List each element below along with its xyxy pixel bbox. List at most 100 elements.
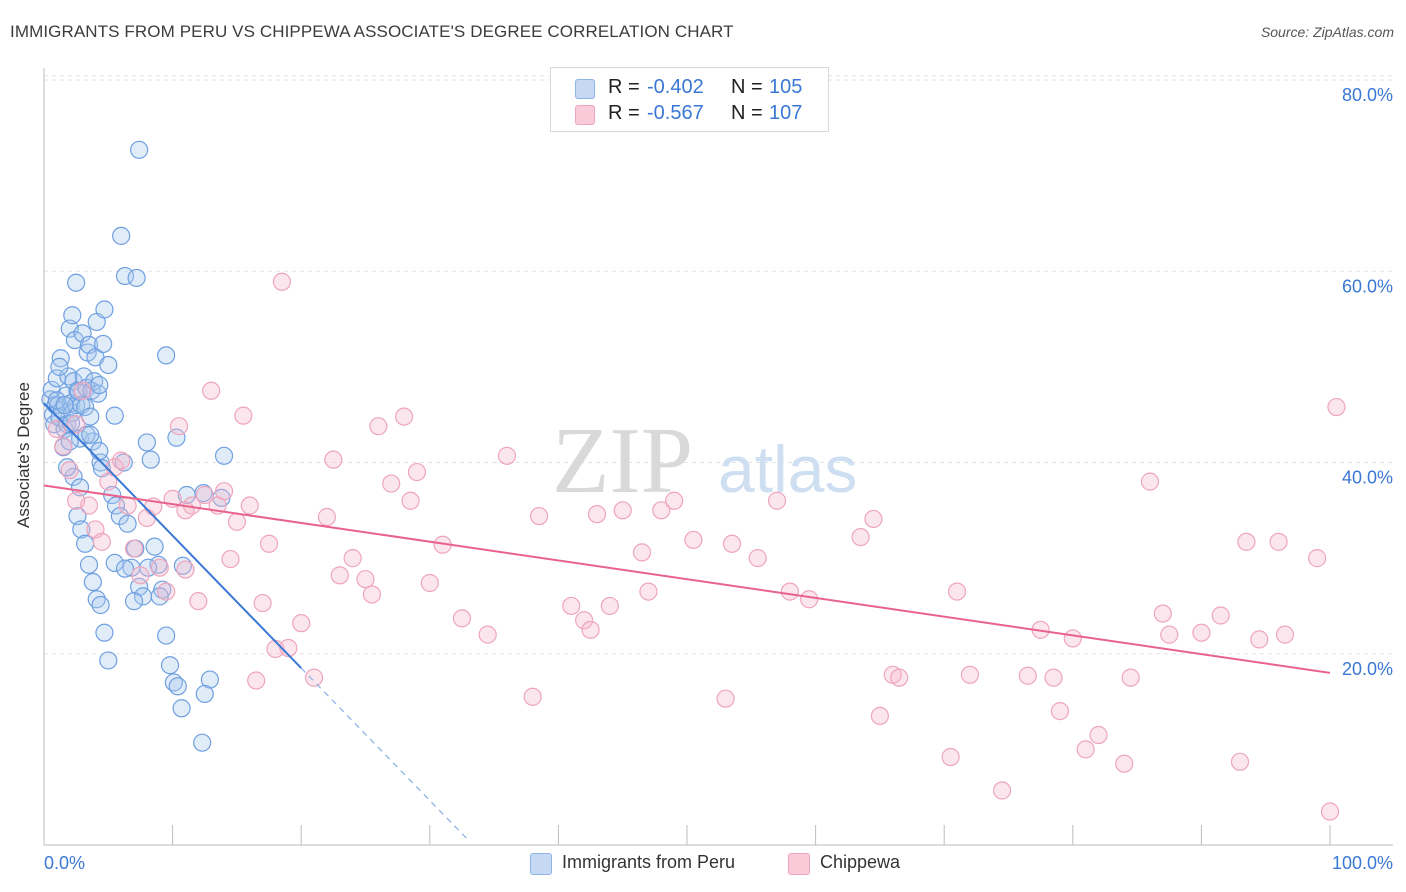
- chippewa-point: [221, 549, 240, 569]
- legend: R = -0.402 N = 105 R = -0.567 N = 107: [550, 67, 829, 132]
- chippewa-point: [992, 781, 1012, 800]
- peru-point: [200, 670, 219, 689]
- peru-point: [95, 300, 114, 319]
- peru-point: [90, 441, 109, 461]
- chippewa-point: [317, 507, 337, 527]
- peru-point: [127, 268, 146, 288]
- chippewa-point: [214, 482, 234, 501]
- chippewa-point: [652, 501, 671, 520]
- peru-point: [145, 537, 164, 556]
- peru-point: [130, 577, 149, 596]
- peru-point: [157, 346, 176, 365]
- chippewa-point: [234, 406, 253, 425]
- chippewa-point: [587, 505, 607, 524]
- peru-point: [83, 572, 102, 592]
- peru-point: [50, 357, 69, 376]
- watermark-atlas: atlas: [718, 432, 857, 506]
- chippewa-point: [748, 549, 767, 568]
- legend-r-value: -0.567: [647, 102, 704, 124]
- chippewa-point: [665, 491, 684, 510]
- chippewa-point: [890, 668, 909, 687]
- chippewa-point: [1115, 754, 1134, 773]
- chippewa-point: [870, 706, 890, 726]
- y-tick-label: 80.0%: [1342, 85, 1393, 105]
- peru-point: [193, 733, 212, 752]
- chippewa-point: [1237, 532, 1256, 551]
- chippewa-point: [1076, 740, 1095, 759]
- chippewa-point: [497, 446, 517, 465]
- peru-point: [55, 396, 74, 415]
- x-tick-label: 100.0%: [1332, 853, 1393, 873]
- trend-line-chippewa: [43, 484, 1331, 674]
- series-peru-points: [41, 140, 234, 752]
- tick-labels: 20.0% 40.0% 60.0% 80.0% 0.0% 100.0%: [44, 85, 1393, 873]
- chippewa-point: [112, 451, 131, 470]
- peru-point: [157, 626, 176, 645]
- chippewa-point: [272, 272, 292, 291]
- grid-lines: [44, 75, 1393, 655]
- legend-swatch-peru: [575, 79, 595, 99]
- y-tick-label: 20.0%: [1342, 659, 1393, 679]
- y-tick-label: 40.0%: [1342, 468, 1393, 488]
- chippewa-point: [947, 582, 967, 601]
- watermark: ZIP atlas: [552, 409, 857, 513]
- chippewa-point: [632, 543, 652, 562]
- chippewa-point: [1140, 472, 1160, 491]
- chippewa-point: [330, 566, 349, 585]
- chippewa-point: [60, 461, 79, 480]
- legend-row-peru: R = -0.402 N = 105: [551, 76, 828, 102]
- legend-n-label: N =: [731, 76, 763, 98]
- chippewa-point: [1275, 625, 1295, 644]
- chippewa-point: [1308, 549, 1327, 568]
- chippewa-point: [369, 417, 388, 436]
- chippewa-point: [613, 501, 632, 520]
- chippewa-point: [941, 747, 960, 767]
- chippewa-point: [54, 437, 73, 456]
- chippewa-point: [800, 590, 819, 609]
- peru-point: [63, 306, 82, 325]
- peru-point: [168, 677, 187, 696]
- peru-point: [114, 453, 133, 472]
- chippewa-point: [324, 450, 343, 469]
- legend-r-label: R =: [608, 102, 640, 124]
- chippewa-point: [1160, 625, 1179, 644]
- peru-point: [81, 425, 100, 444]
- chippewa-point: [407, 462, 427, 482]
- chippewa-point: [1018, 666, 1037, 685]
- chippewa-point: [240, 496, 259, 515]
- chippewa-point: [157, 582, 176, 601]
- chippewa-point: [684, 530, 703, 550]
- chippewa-point: [478, 625, 497, 644]
- peru-point: [76, 534, 95, 553]
- chippewa-point: [176, 560, 195, 579]
- peru-point: [115, 266, 135, 286]
- chippewa-point: [530, 506, 549, 526]
- chippewa-point: [960, 665, 980, 684]
- chippewa-point: [202, 381, 221, 400]
- legend-swatch-chippewa: [575, 105, 595, 125]
- chippewa-point: [1050, 702, 1070, 721]
- chippewa-point: [1063, 629, 1082, 648]
- peru-point: [115, 559, 135, 578]
- peru-point: [81, 407, 100, 426]
- chippewa-point: [253, 593, 272, 613]
- chippewa-point: [722, 534, 742, 553]
- bottom-legend-swatch-peru: [530, 853, 552, 875]
- peru-point: [68, 506, 87, 526]
- chippewa-point: [1320, 802, 1340, 821]
- chippewa-point: [169, 417, 189, 436]
- chippewa-point: [1192, 623, 1211, 642]
- chippewa-point: [562, 596, 581, 616]
- legend-r-label: R =: [608, 76, 640, 98]
- chippewa-point: [67, 491, 86, 510]
- chippewa-point: [780, 582, 799, 601]
- peru-point: [67, 273, 86, 292]
- peru-point: [167, 428, 186, 447]
- peru-point: [72, 520, 91, 539]
- peru-point: [137, 433, 156, 452]
- chippewa-point: [1121, 668, 1140, 687]
- legend-n-value: 107: [769, 102, 803, 124]
- chippewa-point: [716, 689, 735, 708]
- chippewa-point: [851, 527, 870, 547]
